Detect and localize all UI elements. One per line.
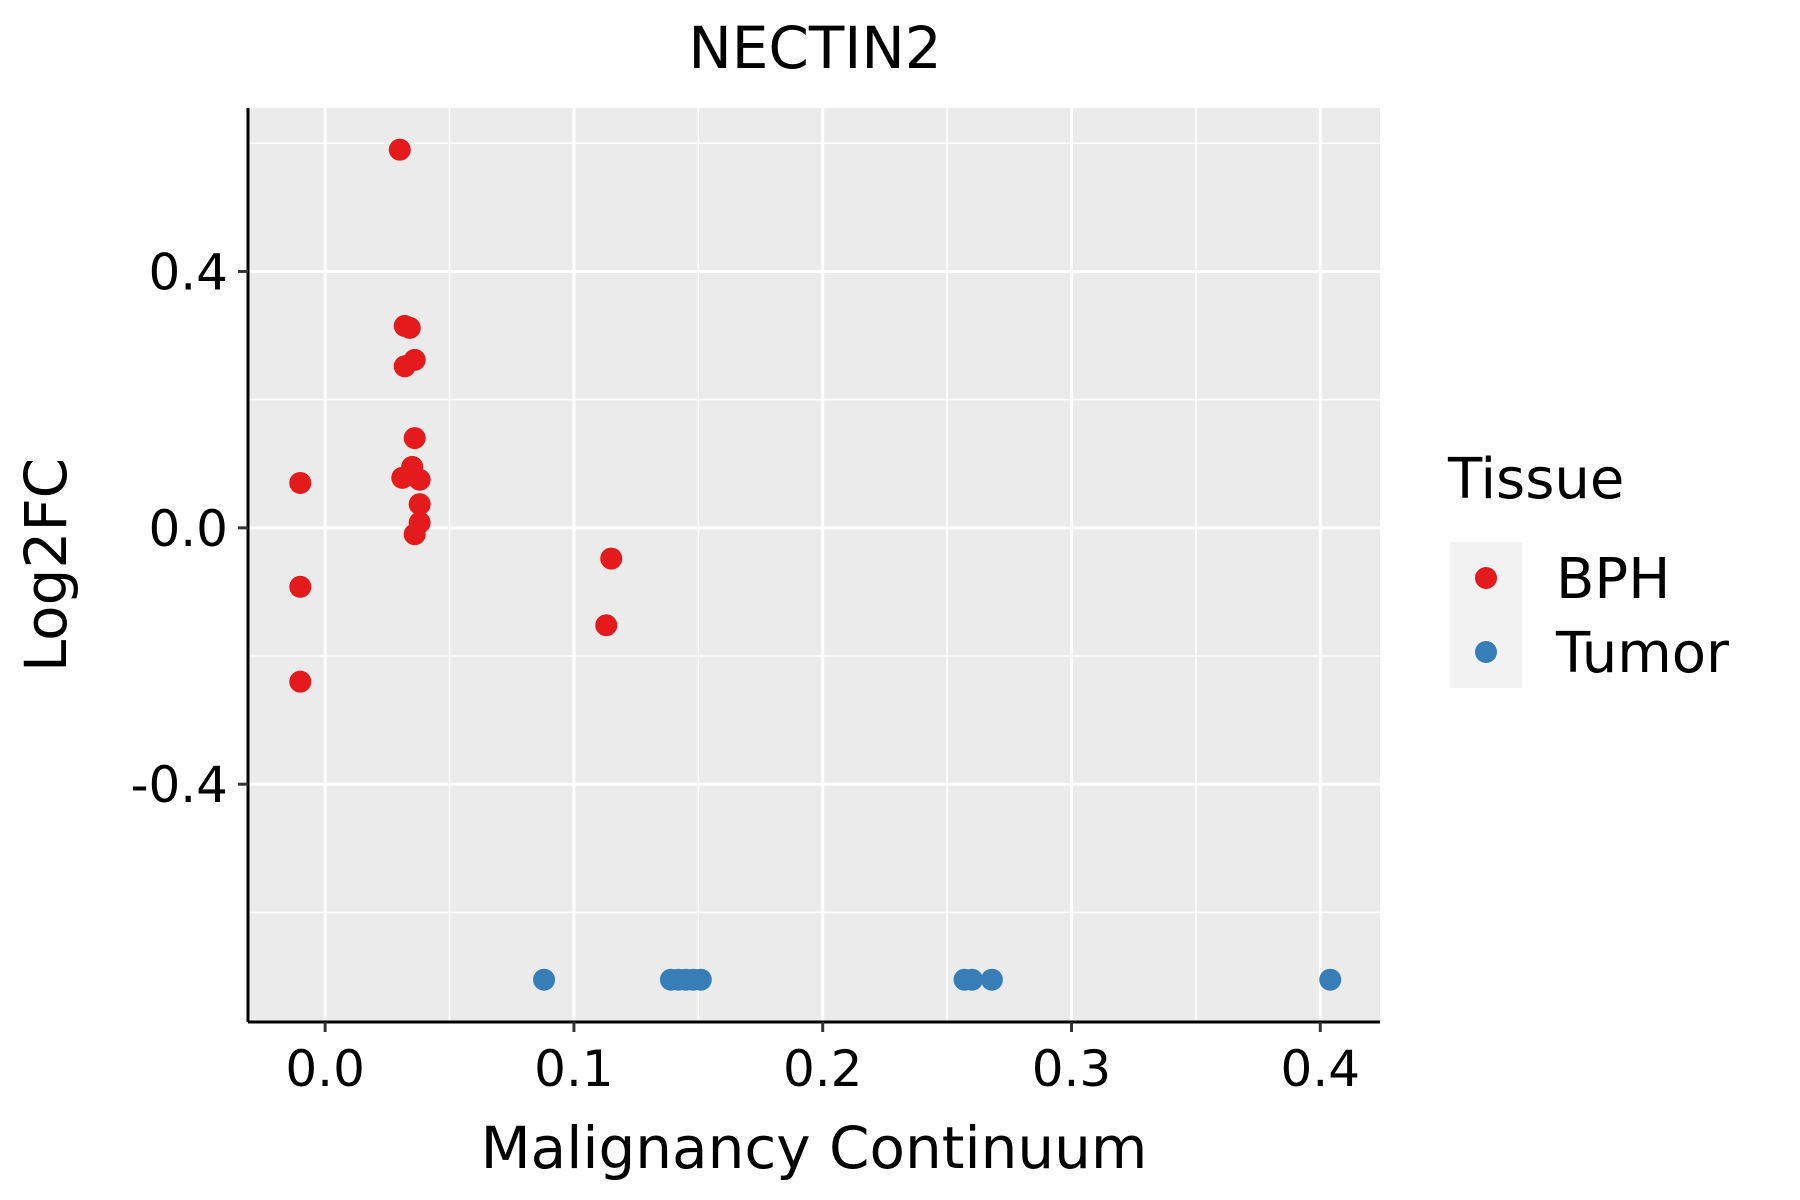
x-tick-label: 0.0 <box>285 1040 365 1098</box>
point-tumor <box>1319 968 1342 991</box>
legend-key-box <box>1450 542 1522 688</box>
legend-key-bph <box>1475 567 1497 589</box>
point-bph <box>600 547 623 570</box>
x-tick-label: 0.3 <box>1032 1040 1112 1098</box>
point-bph <box>398 316 421 339</box>
point-bph <box>393 355 416 378</box>
point-bph <box>289 575 312 598</box>
x-tick-label: 0.2 <box>783 1040 863 1098</box>
x-axis-label: Malignancy Continuum <box>481 1114 1148 1182</box>
point-bph <box>408 468 431 491</box>
x-tick-label: 0.1 <box>534 1040 614 1098</box>
x-tick-label: 0.4 <box>1281 1040 1361 1098</box>
grid-minor <box>248 108 1380 1022</box>
plot-panel <box>248 108 1380 1022</box>
y-tick-label: 0.4 <box>148 243 228 301</box>
point-bph <box>289 670 312 693</box>
chart-title: NECTIN2 <box>688 14 941 82</box>
point-tumor <box>960 968 983 991</box>
point-bph <box>388 138 411 161</box>
legend-key-tumor <box>1475 641 1497 663</box>
grid-major <box>248 108 1380 1022</box>
point-bph <box>403 427 426 450</box>
point-tumor <box>533 968 556 991</box>
y-axis-ticks: -0.4 0.0 0.4 <box>130 243 248 814</box>
point-bph <box>595 614 618 637</box>
legend: Tissue BPH Tumor <box>1447 447 1730 688</box>
y-axis-label: Log2FC <box>12 458 80 672</box>
point-bph <box>403 523 426 546</box>
legend-label-tumor: Tumor <box>1555 621 1730 686</box>
legend-label-bph: BPH <box>1556 547 1670 612</box>
y-tick-label: -0.4 <box>130 756 228 814</box>
point-bph <box>408 493 431 516</box>
x-axis-ticks: 0.0 0.1 0.2 0.3 0.4 <box>285 1022 1360 1098</box>
point-tumor <box>980 968 1003 991</box>
point-bph <box>289 471 312 494</box>
point-tumor <box>689 968 712 991</box>
y-tick-label: 0.0 <box>148 500 228 558</box>
legend-title: Tissue <box>1447 447 1624 512</box>
data-points <box>289 138 1342 991</box>
